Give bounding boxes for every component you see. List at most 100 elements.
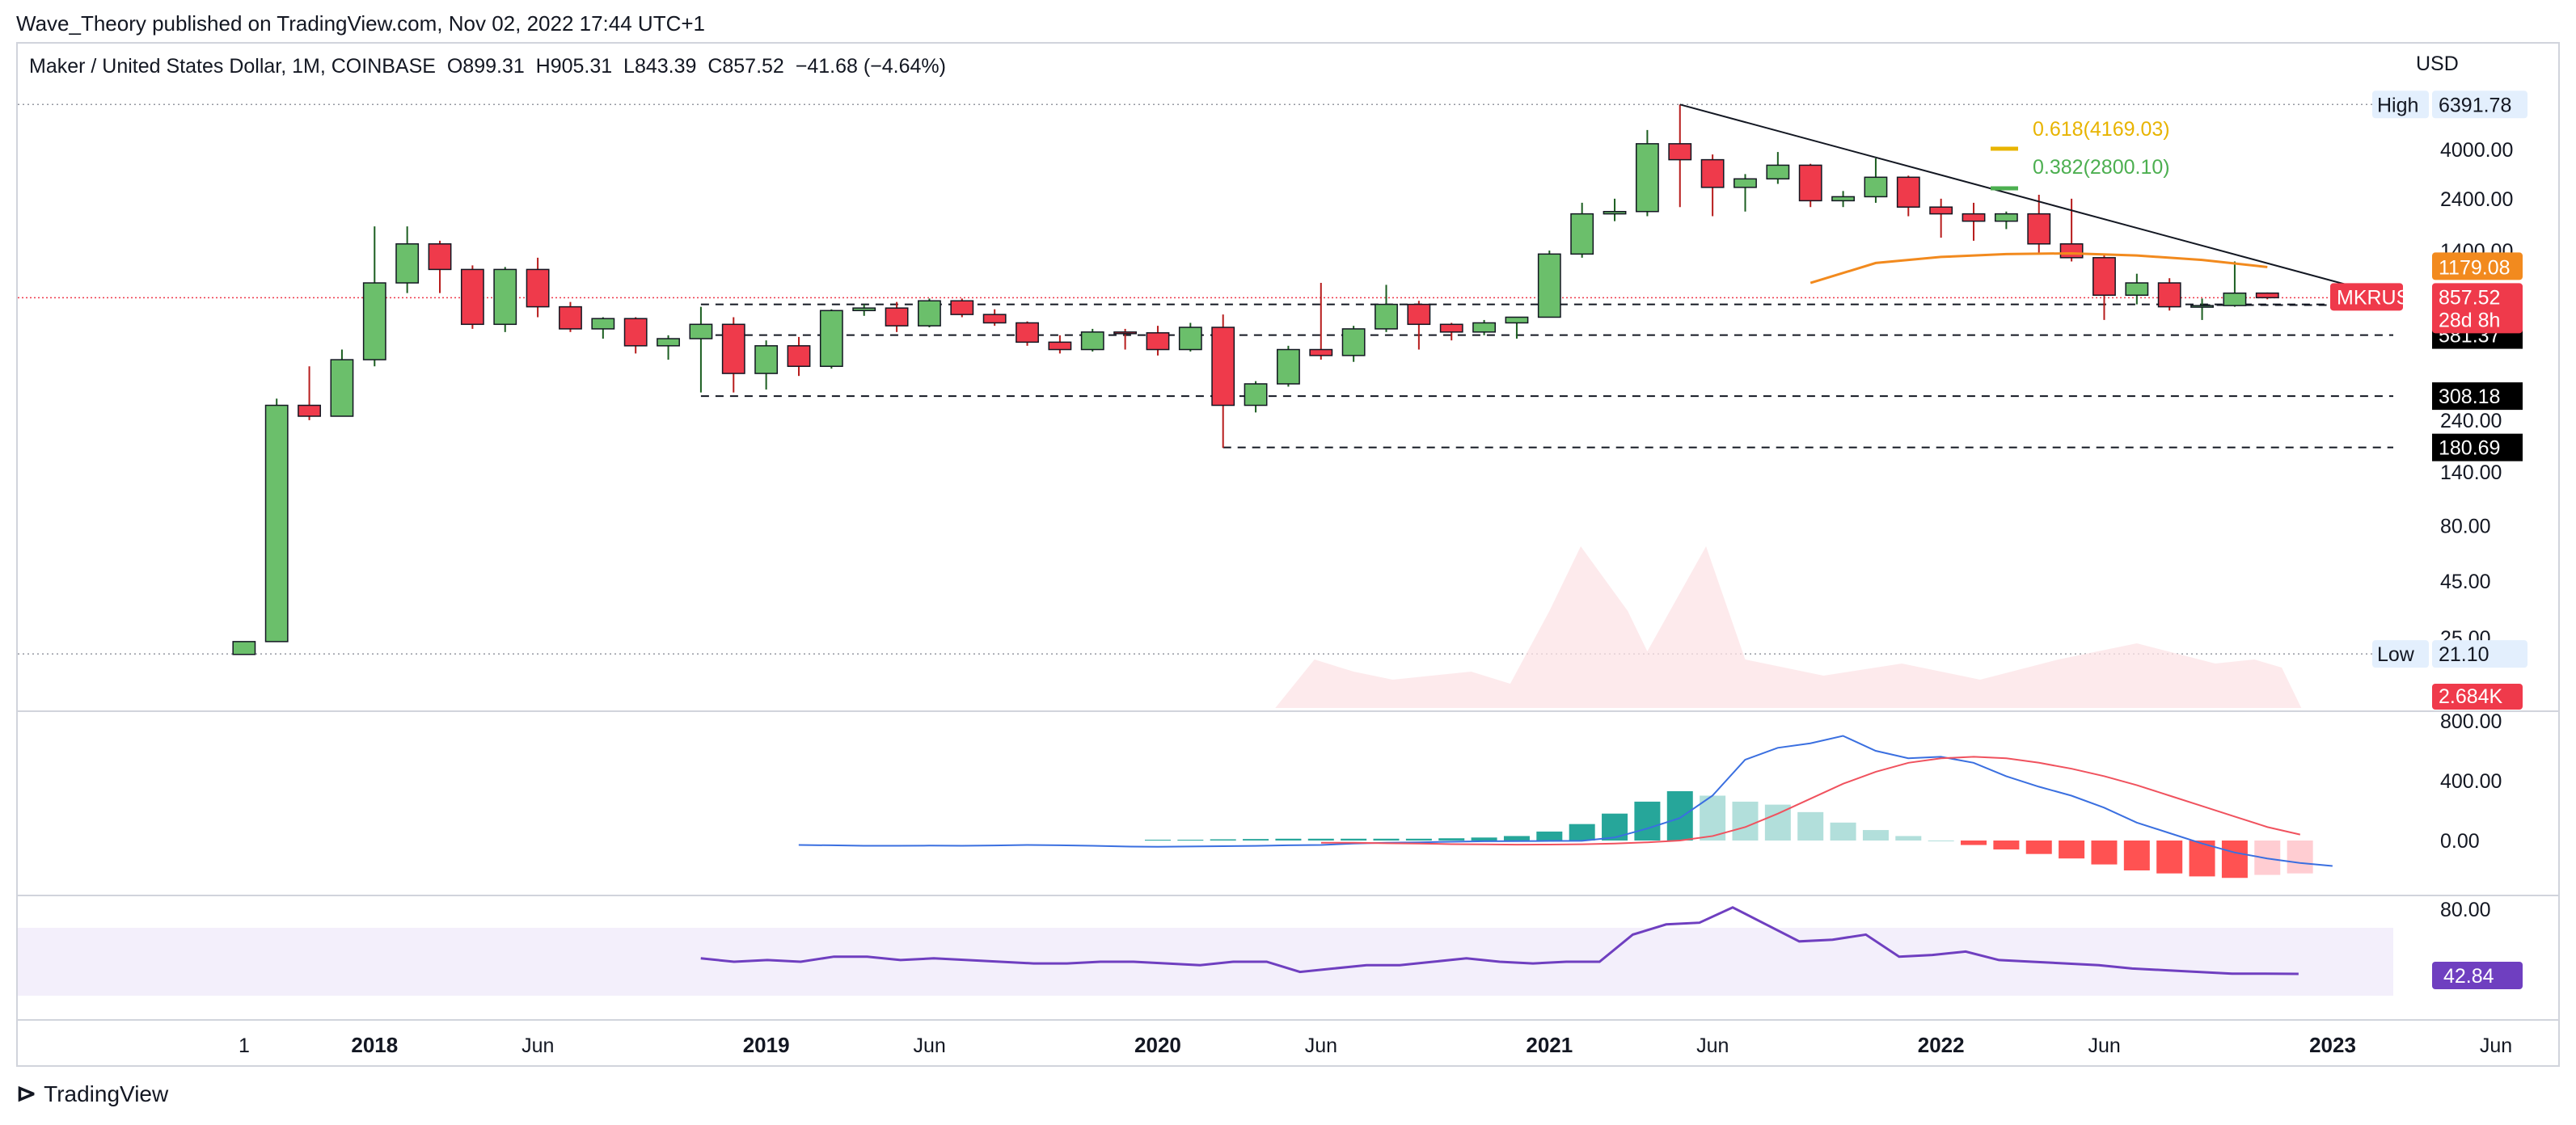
volume-area: [1275, 546, 2302, 708]
rsi-line: [700, 906, 2299, 975]
time-tick-label: 1: [239, 1034, 250, 1057]
candle-body: [1244, 383, 1268, 407]
price-tick-label: 140.00: [2440, 461, 2502, 484]
macd-tick-label: 800.00: [2440, 710, 2502, 733]
macd-histogram-bar: [1243, 839, 1269, 841]
candle-body: [2223, 292, 2247, 306]
price-tick-label: 80.00: [2440, 516, 2491, 538]
candle-body: [1080, 331, 1104, 351]
footer: ⊳ TradingView: [16, 1080, 168, 1108]
candle-body: [2027, 213, 2051, 245]
candle-body: [1113, 331, 1138, 335]
time-tick-label: 2022: [1918, 1033, 1965, 1057]
candle-body: [1375, 303, 1398, 330]
candle-body: [428, 243, 452, 271]
candle-body: [2125, 282, 2149, 297]
time-tick-label: 2021: [1526, 1033, 1573, 1057]
candle-body: [1472, 322, 1497, 333]
macd-histogram-bar: [1438, 838, 1465, 841]
macd-histogram-bar: [1210, 839, 1236, 841]
macd-histogram-bar: [2059, 841, 2085, 859]
macd-histogram-bar: [1666, 790, 1693, 841]
macd-histogram-bar: [2123, 841, 2150, 870]
rsi-pane: 80.00 42.84: [18, 899, 2523, 996]
time-tick-label: Jun: [2088, 1034, 2120, 1057]
macd-histogram-bar: [1341, 838, 1367, 841]
macd-histogram-bar: [2287, 841, 2313, 874]
candle-countdown-label: 28d 8h: [2439, 309, 2500, 331]
candle-body: [819, 310, 843, 368]
time-tick-label: Jun: [1696, 1034, 1729, 1057]
ema-value-label: 1179.08: [2439, 256, 2511, 279]
low-value-label: 21.10: [2439, 643, 2489, 666]
macd-line: [798, 735, 2333, 867]
time-tick-label: Jun: [1305, 1034, 1337, 1057]
time-tick-label: 2023: [2309, 1033, 2356, 1057]
candle-body: [1896, 176, 1920, 208]
ema-value-bg: [2432, 252, 2523, 280]
level-value-label: 308.18: [2439, 386, 2500, 408]
price-tick-label: 4000.00: [2440, 139, 2513, 162]
candle-body: [1439, 323, 1463, 333]
candle-body: [1798, 164, 1822, 202]
level-lines: [700, 303, 2393, 449]
candle-body: [362, 282, 386, 360]
macd-histogram-bar: [1830, 822, 1856, 841]
macd-histogram-bar: [1993, 841, 2020, 850]
macd-histogram-bar: [2221, 841, 2248, 879]
macd-histogram-bar: [1732, 801, 1759, 841]
macd-tick-label: 0.00: [2440, 830, 2480, 853]
macd-histogram-bar: [1471, 837, 1497, 841]
macd-pane: 800.00 400.00 0.00: [798, 710, 2502, 879]
candle-body: [1864, 176, 1888, 198]
candle-body: [2059, 243, 2084, 259]
macd-histogram-bar: [1275, 838, 1302, 841]
candle-body: [1570, 213, 1594, 255]
tradingview-logo: ⊳: [16, 1081, 36, 1107]
candle-body: [1309, 348, 1333, 356]
candle-body: [1766, 164, 1790, 180]
chart-frame: [16, 42, 2560, 1067]
candle-body: [1277, 348, 1300, 385]
rsi-tick-label: 80.00: [2440, 899, 2491, 921]
candle-body: [2157, 282, 2181, 308]
fib-level-label: 0.618(4169.03): [2033, 118, 2170, 141]
candle-body: [1994, 213, 2018, 222]
level-value-label: 180.69: [2439, 437, 2500, 460]
candle-body: [2092, 257, 2116, 297]
macd-histogram-bar: [2156, 841, 2183, 874]
candle-body: [1407, 303, 1431, 326]
candle-body: [264, 404, 289, 643]
candle-body: [1048, 341, 1072, 351]
candle-body: [787, 345, 811, 368]
symbol-tag-label: MKRUSD: [2337, 286, 2424, 309]
low-value-bg: [2432, 640, 2527, 668]
candle-body: [1734, 178, 1757, 188]
candle-body: [885, 307, 909, 327]
candle-body: [2190, 305, 2214, 308]
time-tick-label: Jun: [522, 1034, 554, 1057]
candle-body: [1603, 211, 1627, 215]
candle-body: [493, 268, 517, 326]
low-tag-bg: [2372, 640, 2429, 668]
macd-histogram-bar: [1797, 811, 1824, 841]
candle-body: [1831, 196, 1855, 202]
candle-body: [982, 314, 1007, 324]
high-value-bg: [2432, 91, 2527, 119]
grid-layer: [18, 103, 2558, 1021]
level-value-bg: [2432, 433, 2523, 461]
macd-histogram-bar: [1602, 813, 1628, 841]
candle-body: [1341, 328, 1366, 356]
macd-histogram-bar: [1503, 836, 1530, 841]
macd-signal-line: [1320, 756, 2301, 846]
candle-body: [754, 345, 779, 374]
symbol-legend: Maker / United States Dollar, 1M, COINBA…: [29, 55, 946, 78]
candle-body: [1962, 213, 1986, 222]
candle-body: [689, 323, 713, 339]
volume-value-bg: [2432, 684, 2523, 710]
candles-layer: [232, 104, 2279, 655]
time-tick-label: 2019: [743, 1033, 790, 1057]
macd-histogram-bar: [1536, 831, 1563, 841]
fib-level-label: 0.382(2800.10): [2033, 156, 2170, 179]
